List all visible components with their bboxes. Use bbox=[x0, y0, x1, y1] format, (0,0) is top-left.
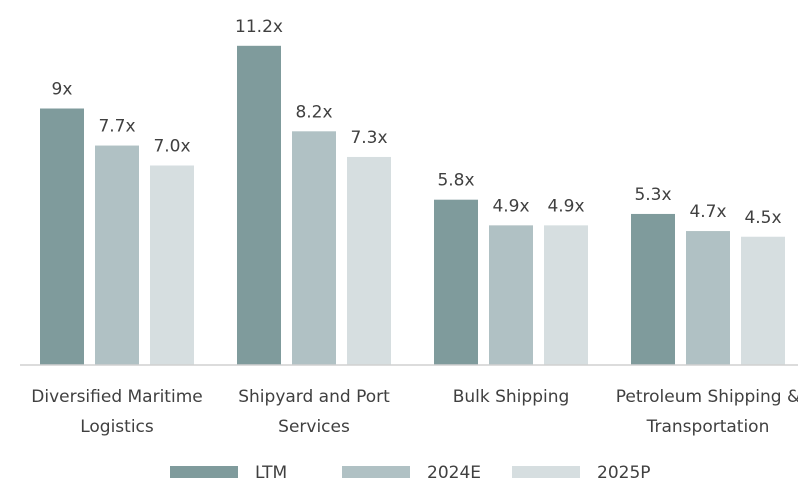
legend-swatch bbox=[170, 466, 238, 478]
bar bbox=[741, 236, 785, 365]
bar bbox=[544, 225, 588, 365]
value-label: 7.3x bbox=[350, 128, 387, 148]
bar bbox=[292, 131, 336, 365]
x-tick-label: Shipyard and Port Services bbox=[238, 387, 390, 437]
legend-label: 2024E bbox=[427, 463, 481, 483]
value-label: 7.7x bbox=[98, 117, 135, 137]
value-label: 11.2x bbox=[235, 17, 283, 37]
bar bbox=[631, 213, 675, 365]
legend-label: LTM bbox=[255, 463, 287, 483]
value-label: 4.9x bbox=[492, 196, 529, 216]
legend-swatch bbox=[342, 466, 410, 478]
bar bbox=[95, 145, 139, 365]
bar bbox=[434, 199, 478, 365]
value-label: 4.7x bbox=[689, 202, 726, 222]
x-tick-label: Bulk Shipping bbox=[452, 387, 570, 407]
bar bbox=[489, 225, 533, 365]
bar bbox=[686, 231, 730, 365]
value-label: 9x bbox=[52, 80, 73, 100]
legend-label: 2025P bbox=[597, 463, 651, 483]
value-label: 5.3x bbox=[634, 185, 671, 205]
value-label: 8.2x bbox=[295, 102, 332, 122]
value-label: 4.5x bbox=[744, 208, 781, 228]
value-label: 7.0x bbox=[153, 137, 190, 157]
x-tick-label: Petroleum Shipping & Transportation bbox=[615, 387, 798, 437]
value-label: 4.9x bbox=[547, 196, 584, 216]
bar bbox=[347, 156, 391, 365]
x-tick-label: Diversified Maritime Logistics bbox=[31, 387, 203, 437]
bar bbox=[150, 165, 194, 365]
bar bbox=[237, 45, 281, 366]
value-label: 5.8x bbox=[437, 171, 474, 191]
legend-swatch bbox=[512, 466, 580, 478]
bar bbox=[40, 108, 84, 365]
